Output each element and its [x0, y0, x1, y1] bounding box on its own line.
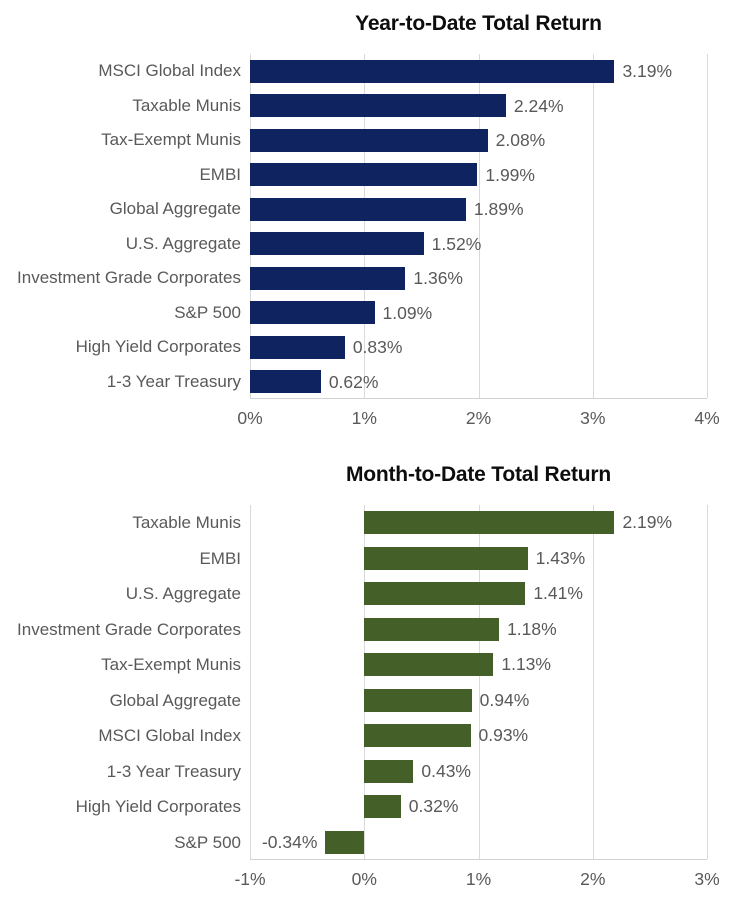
- bar: [250, 128, 488, 152]
- category-label: Tax-Exempt Munis: [101, 655, 241, 674]
- value-label: 2.08%: [495, 130, 546, 150]
- gridline: [364, 54, 366, 398]
- bar: [364, 759, 414, 783]
- category-label: Investment Grade Corporates: [17, 268, 241, 287]
- category-label: U.S. Aggregate: [125, 584, 241, 603]
- gridline: [592, 54, 594, 398]
- gridline: [478, 54, 480, 398]
- category-label: S&P 500: [174, 302, 241, 322]
- gridline: [250, 505, 251, 859]
- month-to-date-chart: Month-to-Date Total Return Taxable Munis…: [0, 441, 734, 902]
- bar: [364, 795, 401, 819]
- x-tick-label: 4%: [694, 408, 720, 428]
- x-tick-label: 1%: [351, 408, 377, 428]
- value-label: 0.93%: [478, 725, 529, 745]
- value-label: 3.19%: [622, 61, 673, 81]
- x-tick-label: 2%: [580, 869, 606, 889]
- value-label: 2.24%: [513, 95, 564, 116]
- x-tick-label: 0%: [351, 869, 377, 889]
- value-label: 1.43%: [535, 547, 586, 568]
- category-label: MSCI Global Index: [98, 726, 241, 745]
- bar: [364, 582, 526, 606]
- gridline: [592, 505, 594, 859]
- category-label: Global Aggregate: [109, 199, 241, 218]
- category-label: Taxable Munis: [132, 95, 241, 115]
- category-label: U.S. Aggregate: [125, 233, 241, 253]
- bar: [250, 94, 506, 118]
- x-axis-mtd: -1% 0% 1% 2% 3%: [234, 860, 719, 902]
- x-tick-label: 2%: [465, 408, 492, 428]
- bar: [250, 266, 406, 290]
- category-label: Global Aggregate: [109, 690, 241, 710]
- value-label: 1.36%: [413, 268, 463, 288]
- category-label: MSCI Global Index: [98, 61, 241, 80]
- bar: [250, 301, 375, 325]
- bar: [250, 197, 466, 221]
- value-label: 1.52%: [431, 233, 482, 254]
- value-label: 1.89%: [473, 199, 524, 219]
- gridline: [707, 505, 708, 859]
- category-label: 1-3 Year Treasury: [106, 371, 241, 391]
- chart-title-mtd: Month-to-Date Total Return: [345, 463, 612, 486]
- year-to-date-chart: Year-to-Date Total Return MSCI Global In…: [0, 0, 734, 441]
- value-label: 1.18%: [507, 618, 557, 639]
- plot-area-ytd: MSCI Global Index 3.19% Taxable Munis 2.24%…: [17, 54, 708, 399]
- category-label: S&P 500: [174, 832, 241, 852]
- value-label: 1.13%: [501, 654, 551, 674]
- category-label: High Yield Corporates: [75, 797, 241, 816]
- value-label: 1.99%: [485, 164, 535, 185]
- plot-wrap-ytd: MSCI Global Index 3.19% Taxable Munis 2.24%…: [17, 54, 720, 441]
- bar: [250, 335, 345, 359]
- bar: [364, 724, 471, 748]
- bar: [250, 232, 424, 256]
- plot-area-mtd: Taxable Munis 2.19% EMBI 1.43% U.S. Aggregat…: [17, 505, 708, 860]
- chart-title-ytd: Year-to-Date Total Return: [355, 12, 602, 35]
- value-label: 0.62%: [328, 371, 379, 392]
- bar: [364, 617, 500, 641]
- category-label: Investment Grade Corporates: [17, 619, 241, 639]
- category-label: Taxable Munis: [132, 513, 241, 532]
- bar: [364, 653, 494, 677]
- value-label: 0.83%: [352, 337, 403, 357]
- value-label: 2.19%: [622, 512, 673, 532]
- bar: [325, 830, 365, 854]
- bar: [250, 59, 615, 83]
- x-tick-label: 3%: [580, 408, 606, 428]
- gridline: [707, 54, 708, 398]
- plot-wrap-mtd: Taxable Munis 2.19% EMBI 1.43% U.S. Aggregat…: [17, 505, 720, 902]
- x-tick-label: 1%: [465, 869, 492, 889]
- category-label: High Yield Corporates: [75, 337, 241, 356]
- category-label: 1-3 Year Treasury: [106, 761, 241, 781]
- bar: [364, 688, 472, 712]
- category-label: EMBI: [199, 164, 241, 184]
- category-label: EMBI: [199, 548, 241, 568]
- x-axis-ytd: 0% 1% 2% 3% 4%: [237, 399, 719, 441]
- value-label: 0.32%: [408, 796, 459, 816]
- bar: [364, 511, 615, 535]
- gridline: [250, 54, 251, 398]
- value-label: 1.09%: [382, 302, 433, 323]
- value-label: 1.41%: [533, 583, 583, 603]
- bar: [250, 163, 478, 187]
- value-label: 0.43%: [421, 760, 471, 781]
- bar: [250, 370, 321, 394]
- x-tick-label: 3%: [694, 869, 720, 889]
- bar: [364, 546, 528, 570]
- x-tick-label: -1%: [234, 869, 266, 889]
- value-label: -0.34%: [261, 831, 318, 852]
- gridline: [478, 505, 480, 859]
- x-tick-label: 0%: [237, 408, 263, 428]
- category-label: Tax-Exempt Munis: [101, 130, 241, 149]
- value-label: 0.94%: [479, 689, 530, 710]
- gridline: [364, 505, 366, 859]
